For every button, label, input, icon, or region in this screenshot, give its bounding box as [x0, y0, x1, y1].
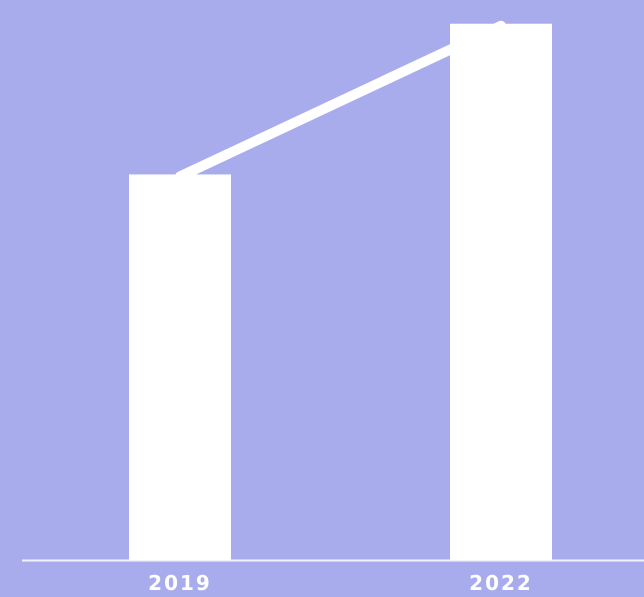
x-tick-label-2019: 2019: [148, 571, 212, 595]
bar-group: [129, 23, 552, 560]
bar-2019: [129, 174, 231, 560]
bar-2022: [450, 23, 552, 560]
x-tick-label-2022: 2022: [469, 571, 533, 595]
x-tick-labels: 2019 2022: [148, 571, 533, 595]
trend-line: [175, 20, 506, 182]
